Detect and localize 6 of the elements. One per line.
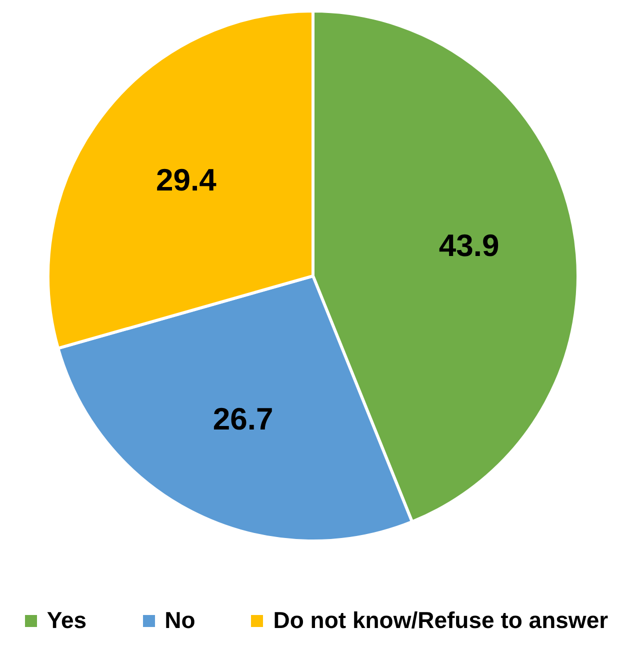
data-label: 26.7 <box>212 401 274 436</box>
data-label: 43.9 <box>438 228 500 264</box>
legend-label: Do not know/Refuse to answer <box>273 607 608 634</box>
legend-label: No <box>164 607 196 634</box>
data-label: 29.4 <box>156 162 218 198</box>
legend-label: Yes <box>46 607 87 634</box>
